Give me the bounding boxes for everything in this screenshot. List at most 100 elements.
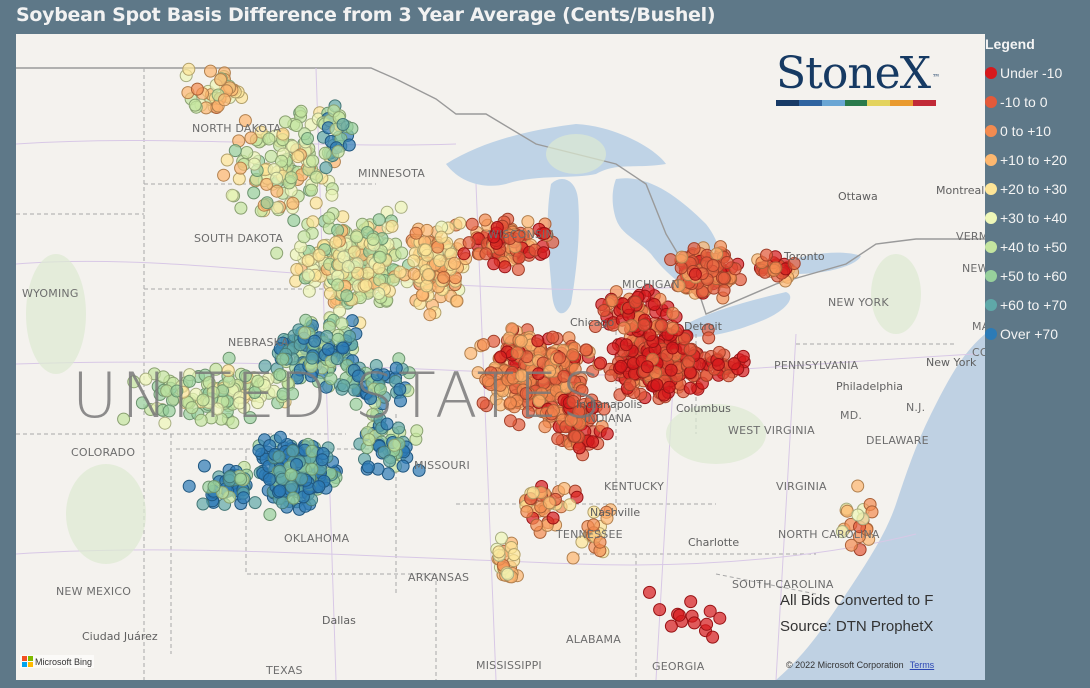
data-point[interactable] bbox=[305, 351, 319, 365]
data-point[interactable] bbox=[291, 150, 305, 164]
data-point[interactable] bbox=[286, 196, 300, 210]
data-point[interactable] bbox=[503, 396, 517, 410]
data-point[interactable] bbox=[410, 424, 424, 438]
data-point[interactable] bbox=[284, 171, 298, 185]
data-point[interactable] bbox=[342, 138, 356, 152]
data-point[interactable] bbox=[270, 171, 284, 185]
data-point[interactable] bbox=[835, 525, 849, 539]
data-point[interactable] bbox=[423, 308, 437, 322]
data-point[interactable] bbox=[672, 608, 686, 622]
data-point[interactable] bbox=[662, 380, 676, 394]
data-point[interactable] bbox=[717, 283, 731, 297]
data-point[interactable] bbox=[557, 369, 571, 383]
data-point[interactable] bbox=[457, 247, 471, 261]
data-point[interactable] bbox=[566, 348, 580, 362]
data-point[interactable] bbox=[260, 177, 274, 191]
data-point[interactable] bbox=[593, 535, 607, 549]
data-point[interactable] bbox=[722, 369, 736, 383]
data-point[interactable] bbox=[351, 266, 365, 280]
data-point[interactable] bbox=[359, 278, 373, 292]
data-point[interactable] bbox=[851, 508, 865, 522]
data-point[interactable] bbox=[276, 352, 290, 366]
data-point[interactable] bbox=[537, 227, 551, 240]
legend-item[interactable]: +10 to +20 bbox=[985, 145, 1090, 174]
data-point[interactable] bbox=[851, 479, 865, 493]
data-point[interactable] bbox=[512, 229, 526, 243]
data-point[interactable] bbox=[260, 196, 274, 210]
data-point[interactable] bbox=[448, 256, 461, 270]
legend-item[interactable]: -10 to 0 bbox=[985, 87, 1090, 116]
data-point[interactable] bbox=[512, 251, 526, 265]
data-point[interactable] bbox=[865, 505, 879, 519]
data-point[interactable] bbox=[510, 346, 524, 360]
data-point[interactable] bbox=[182, 62, 196, 76]
data-point[interactable] bbox=[162, 404, 176, 418]
data-point[interactable] bbox=[477, 338, 490, 352]
data-point[interactable] bbox=[572, 441, 586, 455]
data-point[interactable] bbox=[421, 268, 435, 282]
data-point[interactable] bbox=[566, 395, 580, 408]
data-point[interactable] bbox=[717, 271, 731, 285]
data-point[interactable] bbox=[507, 548, 521, 562]
data-point[interactable] bbox=[476, 396, 490, 410]
data-point[interactable] bbox=[713, 611, 727, 625]
data-point[interactable] bbox=[623, 378, 637, 392]
data-point[interactable] bbox=[546, 511, 560, 525]
data-point[interactable] bbox=[306, 215, 320, 229]
data-point[interactable] bbox=[351, 369, 365, 383]
data-point[interactable] bbox=[234, 201, 248, 215]
data-point[interactable] bbox=[664, 619, 678, 633]
data-point[interactable] bbox=[492, 545, 506, 559]
data-point[interactable] bbox=[585, 401, 599, 415]
data-point[interactable] bbox=[209, 362, 223, 376]
data-point[interactable] bbox=[682, 355, 696, 369]
data-point[interactable] bbox=[600, 427, 614, 441]
data-point[interactable] bbox=[286, 491, 300, 505]
data-point[interactable] bbox=[543, 364, 557, 378]
data-point[interactable] bbox=[683, 343, 697, 357]
data-point[interactable] bbox=[331, 278, 345, 292]
data-point[interactable] bbox=[350, 230, 364, 244]
bing-attribution[interactable]: Microsoft Bing bbox=[20, 655, 95, 668]
data-point[interactable] bbox=[301, 254, 315, 268]
data-point[interactable] bbox=[769, 261, 783, 275]
data-point[interactable] bbox=[688, 267, 702, 281]
data-point[interactable] bbox=[349, 397, 363, 411]
data-point[interactable] bbox=[462, 236, 476, 250]
data-point[interactable] bbox=[234, 161, 248, 175]
data-point[interactable] bbox=[605, 294, 619, 308]
data-point[interactable] bbox=[579, 343, 593, 357]
data-point[interactable] bbox=[312, 248, 326, 262]
data-point[interactable] bbox=[557, 482, 571, 495]
data-point[interactable] bbox=[504, 414, 517, 428]
data-point[interactable] bbox=[284, 468, 298, 482]
data-point[interactable] bbox=[194, 413, 208, 427]
data-point[interactable] bbox=[290, 458, 303, 471]
data-point[interactable] bbox=[546, 330, 560, 344]
data-point[interactable] bbox=[156, 370, 170, 384]
data-point[interactable] bbox=[760, 248, 773, 262]
data-point[interactable] bbox=[320, 330, 334, 343]
data-point[interactable] bbox=[273, 430, 287, 444]
data-point[interactable] bbox=[286, 139, 300, 153]
data-point[interactable] bbox=[305, 444, 319, 458]
data-point[interactable] bbox=[225, 188, 239, 202]
data-point[interactable] bbox=[289, 119, 303, 132]
data-point[interactable] bbox=[494, 350, 508, 364]
data-point[interactable] bbox=[563, 498, 577, 512]
data-point[interactable] bbox=[329, 235, 343, 249]
data-point[interactable] bbox=[619, 338, 633, 352]
data-point[interactable] bbox=[305, 462, 319, 476]
data-point[interactable] bbox=[315, 453, 329, 467]
data-point[interactable] bbox=[666, 321, 679, 335]
data-point[interactable] bbox=[637, 318, 651, 332]
data-point[interactable] bbox=[515, 369, 529, 383]
data-point[interactable] bbox=[546, 404, 560, 418]
data-point[interactable] bbox=[553, 351, 567, 365]
data-point[interactable] bbox=[294, 104, 308, 118]
data-point[interactable] bbox=[238, 114, 252, 128]
data-point[interactable] bbox=[687, 242, 701, 256]
data-point[interactable] bbox=[364, 392, 377, 405]
data-point[interactable] bbox=[232, 172, 246, 186]
data-point[interactable] bbox=[710, 247, 724, 261]
